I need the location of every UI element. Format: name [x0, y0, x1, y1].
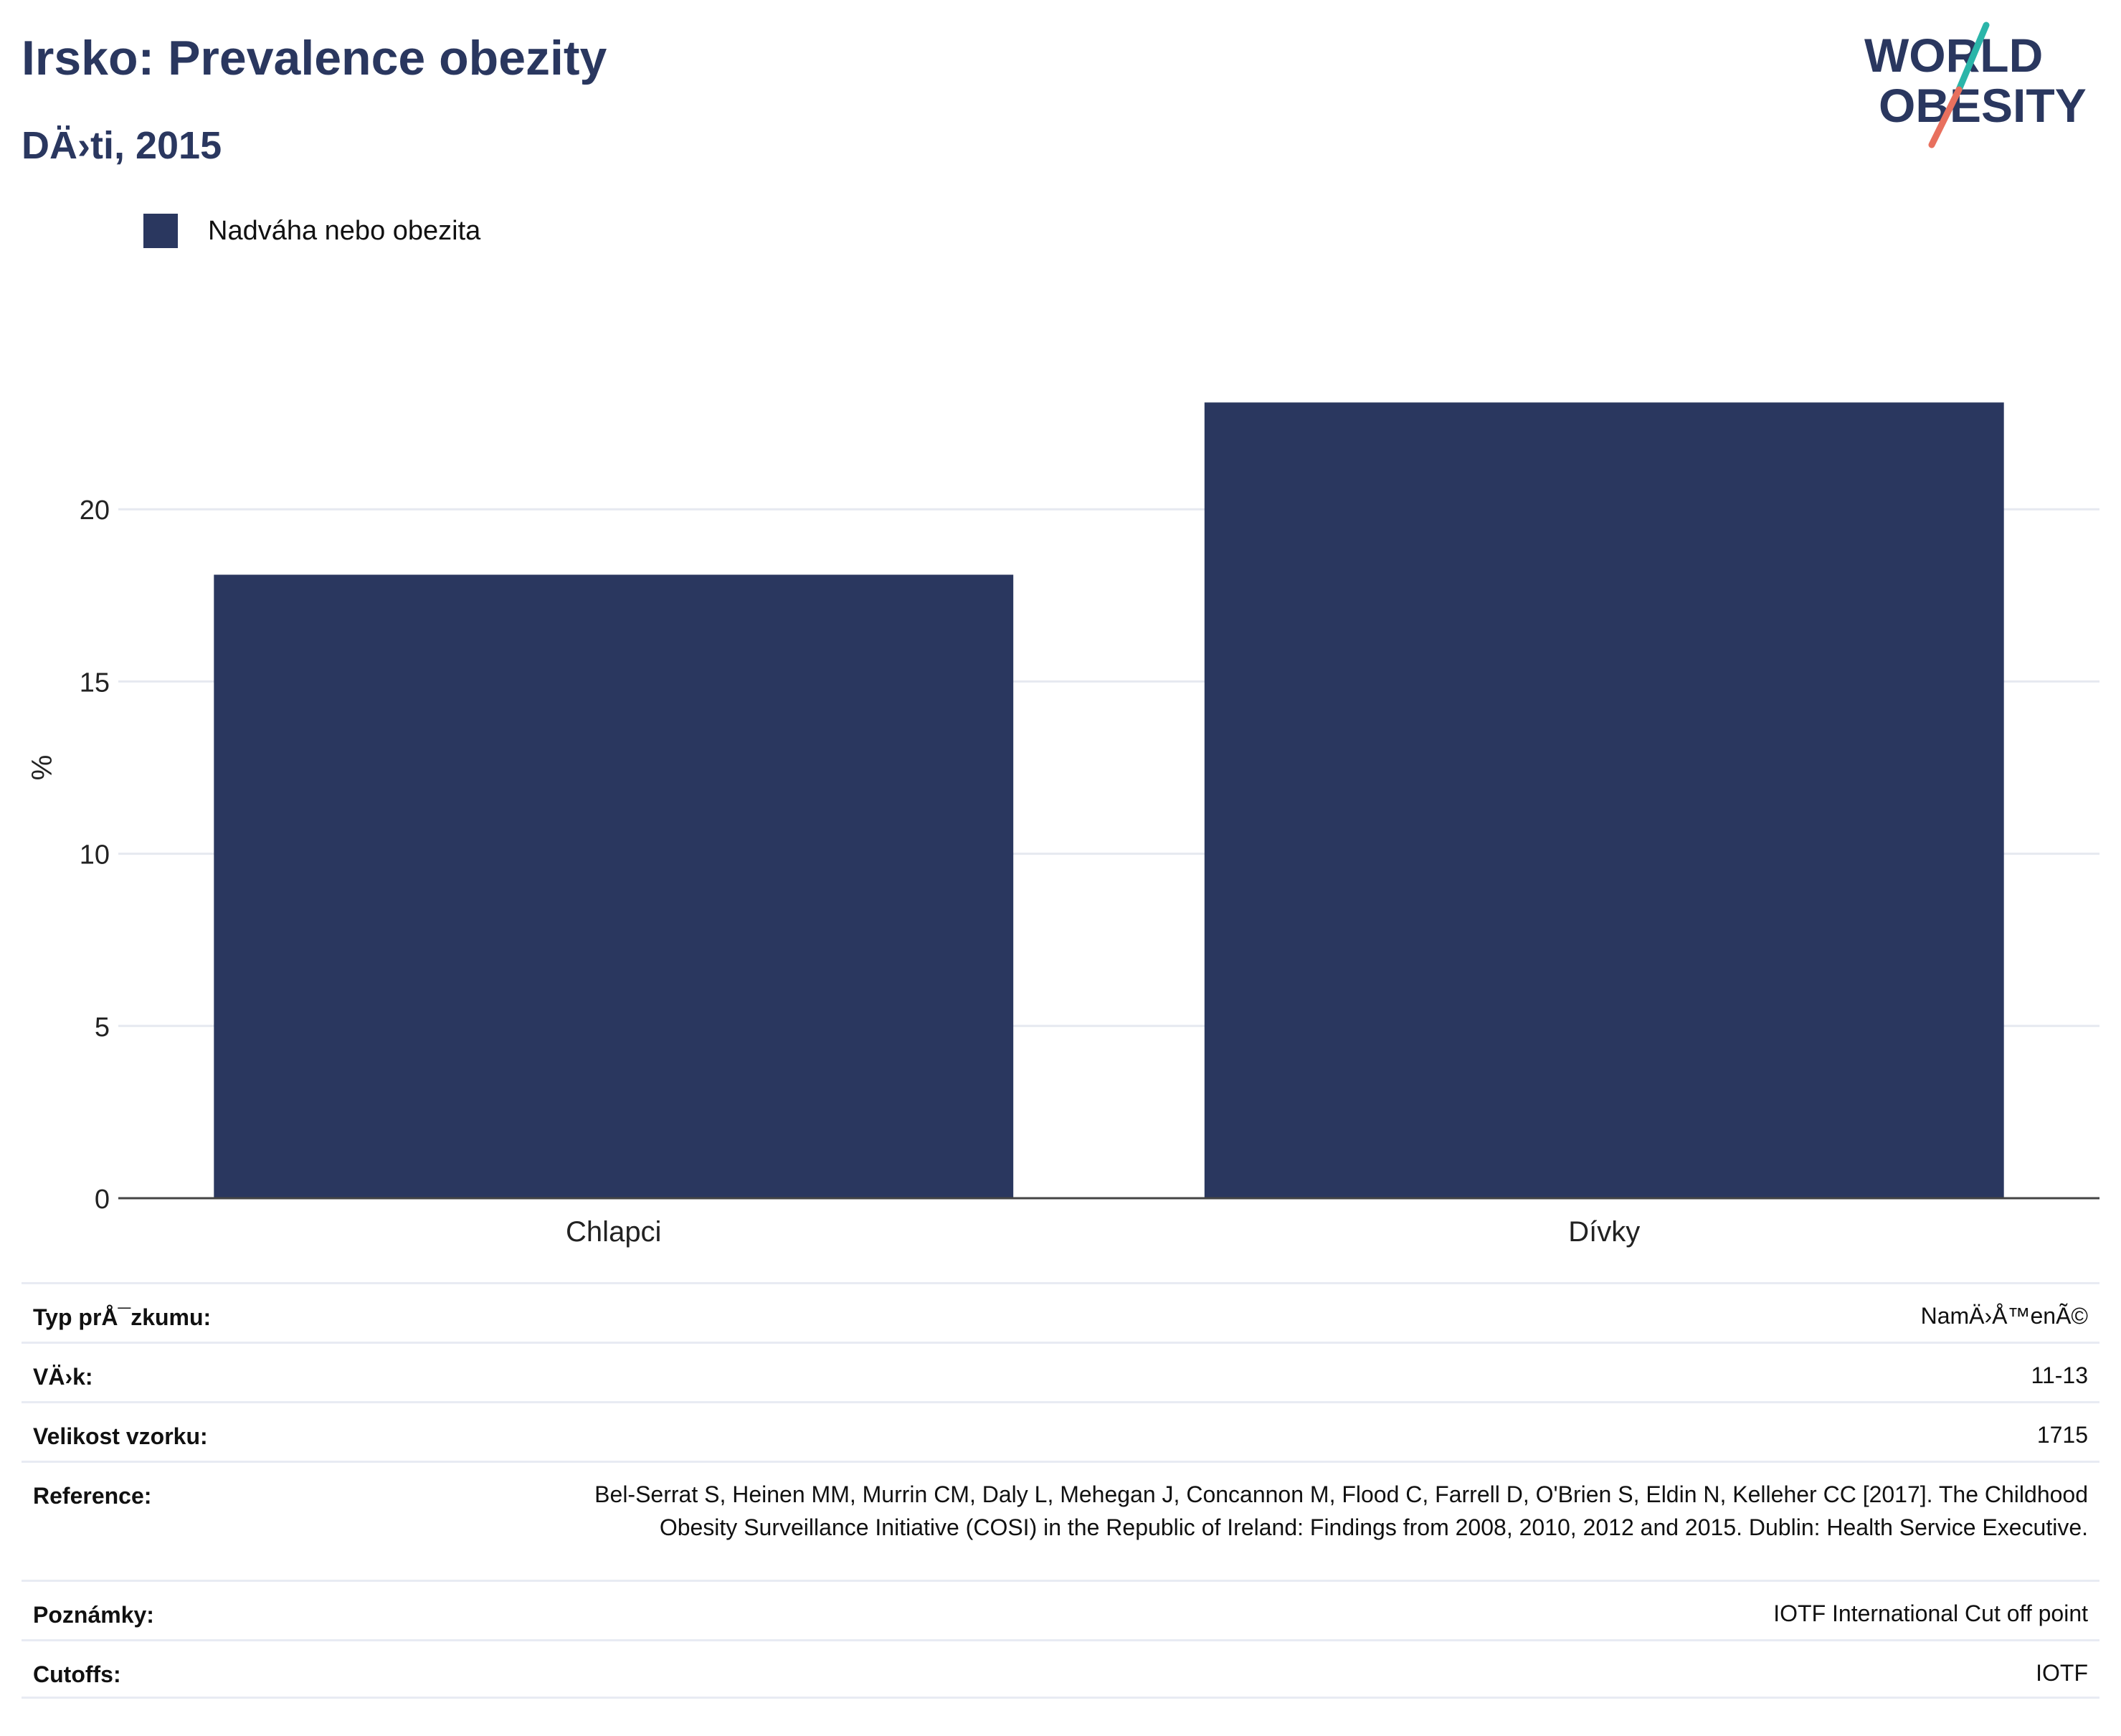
chart-subtitle: DÄ›ti, 2015 — [22, 124, 222, 167]
bar-chlapci — [214, 574, 1014, 1198]
y-tick-label: 20 — [80, 495, 110, 526]
details-label: Reference: — [33, 1483, 152, 1509]
details-value: 11-13 — [2031, 1362, 2088, 1388]
logo-line1: WORLD — [1864, 29, 2043, 82]
details-row: Reference: Bel-Serrat S, Heinen MM, Murri… — [22, 1461, 2099, 1580]
y-axis-label: % — [27, 755, 58, 781]
y-tick-label: 0 — [95, 1185, 110, 1215]
x-tick-label: Chlapci — [566, 1216, 661, 1248]
logo-slash-bottom — [1928, 86, 1963, 148]
details-row: Typ prÅ¯zkumu: NamÄ›Å™enÃ© — [22, 1282, 2099, 1342]
world-obesity-logo: WORLD OBESITY — [1864, 22, 2087, 148]
y-tick-label: 10 — [80, 840, 110, 871]
details-label: Typ prÅ¯zkumu: — [33, 1304, 212, 1330]
details-label: Cutoffs: — [33, 1661, 121, 1687]
legend-label: Nadváha nebo obezita — [208, 215, 481, 246]
details-label: Poznámky: — [33, 1602, 154, 1628]
y-tick-label: 5 — [95, 1012, 110, 1043]
details-table: Typ prÅ¯zkumu: NamÄ›Å™enÃ© VÄ›k: 11-13 Velik… — [22, 1282, 2099, 1699]
logo-line2: OBESITY — [1879, 79, 2087, 132]
details-row: Velikost vzorku: 1715 — [22, 1401, 2099, 1461]
details-value: NamÄ›Å™enÃ© — [1920, 1303, 2088, 1329]
details-label: Velikost vzorku: — [33, 1423, 208, 1449]
x-tick-label: Dívky — [1568, 1216, 1640, 1248]
legend-swatch — [143, 214, 178, 248]
details-row: Poznámky: IOTF International Cut off poin… — [22, 1580, 2099, 1639]
details-value: Bel-Serrat S, Heinen MM, Murrin CM, Daly… — [594, 1481, 2088, 1540]
details-value: 1715 — [2036, 1422, 2088, 1448]
bar-chart: 0 5 10 15 20% Chlapci Dívky — [27, 402, 2099, 1248]
details-value: IOTF International Cut off point — [1773, 1600, 2088, 1626]
details-row: VÄ›k: 11-13 — [22, 1342, 2099, 1401]
chart-title: Irsko: Prevalence obezity — [22, 31, 607, 85]
bar-dívky — [1204, 402, 2004, 1198]
details-label: VÄ›k: — [33, 1364, 93, 1390]
details-value: IOTF — [2036, 1660, 2088, 1686]
details-row: Cutoffs: IOTF — [22, 1639, 2099, 1699]
chart-legend: Nadváha nebo obezita — [143, 214, 480, 248]
logo-slash-top — [1955, 22, 1990, 93]
y-tick-label: 15 — [80, 668, 110, 698]
